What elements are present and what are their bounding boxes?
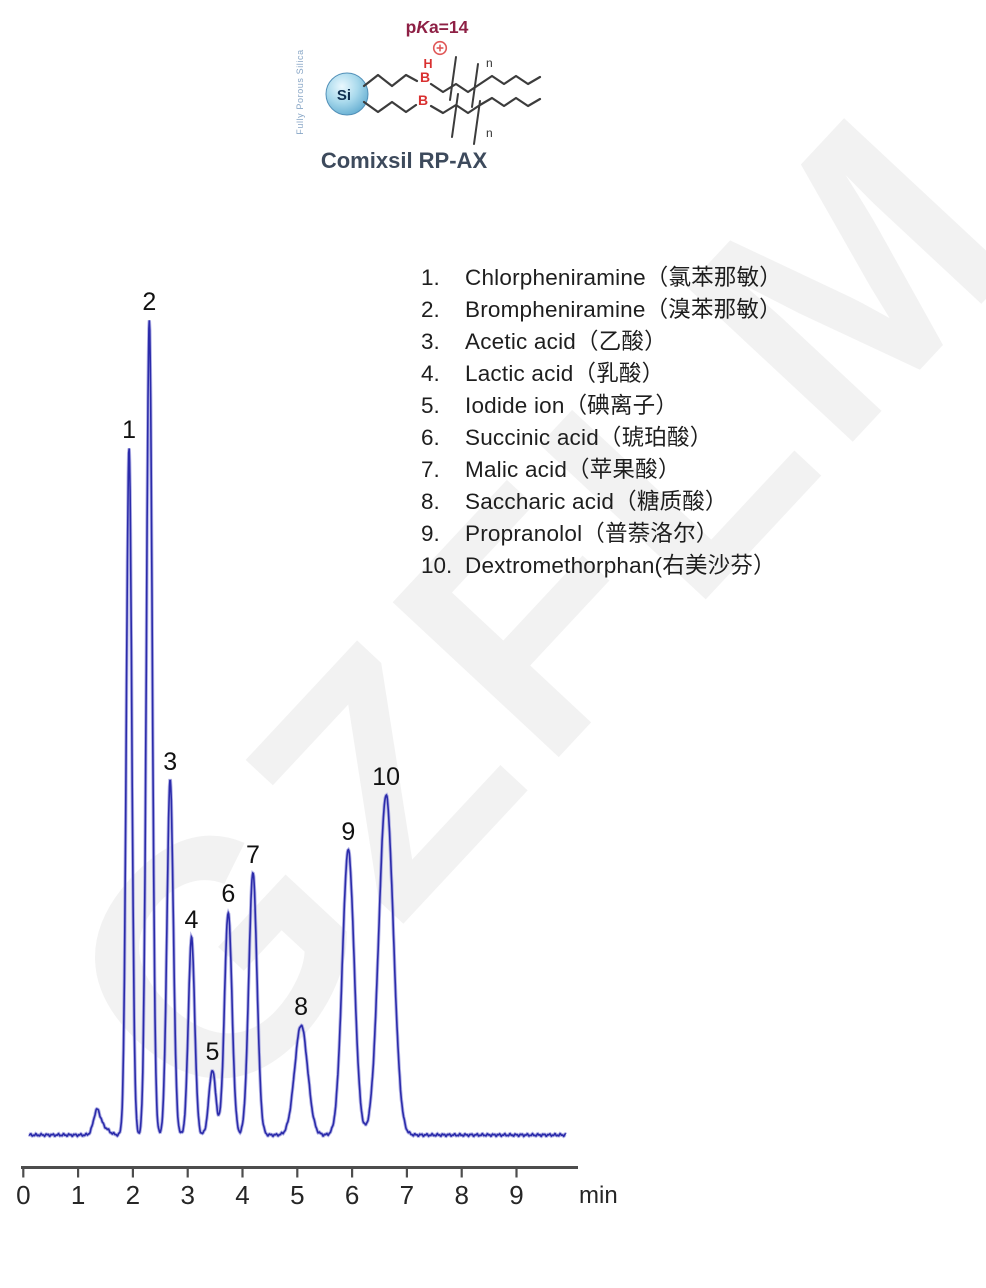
x-axis-unit-label: min <box>579 1182 618 1209</box>
x-tick-label: 1 <box>71 1180 85 1210</box>
atom-h: H <box>423 57 432 71</box>
legend-item-label: Lactic acid（乳酸） <box>465 361 665 386</box>
legend-item-number: 4. <box>421 361 440 386</box>
legend-item-label: Succinic acid（琥珀酸） <box>465 425 713 450</box>
peak-label: 7 <box>246 841 260 869</box>
peak-label: 1 <box>122 416 136 444</box>
positive-charge-icon <box>432 40 448 56</box>
atom-b-top: B <box>420 69 430 85</box>
peak-label: 8 <box>294 993 308 1021</box>
compound-legend: 1. Chlorpheniramine（氯苯那敏） 2. Brompheniramin… <box>421 262 782 582</box>
legend-item-label: Iodide ion（碘离子） <box>465 393 679 418</box>
peak-label: 4 <box>185 906 199 934</box>
stationary-phase-structure: pKa=14 Fully Porous Silica Si n n H B B … <box>295 17 542 173</box>
legend-item-number: 9. <box>421 521 440 546</box>
repeat-index-top: n <box>486 56 493 70</box>
repeat-index-bottom: n <box>486 126 493 140</box>
x-tick-label: 5 <box>290 1180 304 1210</box>
peak-label: 6 <box>221 880 235 908</box>
peak-label: 9 <box>341 818 355 846</box>
x-tick-label: 3 <box>180 1180 194 1210</box>
legend-item-label: Saccharic acid（糖质酸） <box>465 489 728 514</box>
legend-item: 10. Dextromethorphan(右美沙芬） <box>421 550 782 582</box>
legend-item-number: 6. <box>421 425 440 450</box>
x-tick-label: 7 <box>400 1180 414 1210</box>
x-tick-label: 2 <box>126 1180 140 1210</box>
legend-item-number: 1. <box>421 265 440 290</box>
legend-item-number: 10. <box>421 553 453 578</box>
legend-item-number: 3. <box>421 329 440 354</box>
legend-item: 7. Malic acid（苹果酸） <box>421 454 782 486</box>
legend-item-label: Malic acid（苹果酸） <box>465 457 681 482</box>
chromatogram-trace <box>28 320 567 1138</box>
legend-item: 5. Iodide ion（碘离子） <box>421 390 782 422</box>
atom-b-bottom: B <box>418 92 428 108</box>
x-tick-label: 9 <box>509 1180 523 1210</box>
peak-number-labels: 1 2 3 4 5 67 8 9 10 <box>122 288 400 1066</box>
legend-item: 8. Saccharic acid（糖质酸） <box>421 486 782 518</box>
legend-item: 2. Brompheniramine（溴苯那敏） <box>421 294 782 326</box>
pka-label: pKa=14 <box>406 17 469 37</box>
legend-item-number: 8. <box>421 489 440 514</box>
legend-item-number: 7. <box>421 457 440 482</box>
x-tick-label: 8 <box>454 1180 468 1210</box>
legend-item-label: Dextromethorphan(右美沙芬） <box>465 553 776 578</box>
legend-item-label: Chlorpheniramine（氯苯那敏） <box>465 265 782 290</box>
legend-item-label: Acetic acid（乙酸） <box>465 329 667 354</box>
legend-item-number: 5. <box>421 393 440 418</box>
alkyl-chains <box>362 73 542 115</box>
legend-item: 3. Acetic acid（乙酸） <box>421 326 782 358</box>
peak-label: 10 <box>372 763 400 791</box>
repeat-brackets <box>449 56 481 145</box>
legend-item-number: 2. <box>421 297 440 322</box>
legend-item: 6. Succinic acid（琥珀酸） <box>421 422 782 454</box>
legend-item-label: Brompheniramine（溴苯那敏） <box>465 297 782 322</box>
x-tick-label: 6 <box>345 1180 359 1210</box>
legend-item: 1. Chlorpheniramine（氯苯那敏） <box>421 262 782 294</box>
page: { "watermark_text": "GZFLM", "structure"… <box>0 17 986 1210</box>
peak-label: 2 <box>142 288 156 316</box>
x-tick-label: 4 <box>235 1180 249 1210</box>
peak-label: 5 <box>205 1038 219 1066</box>
x-axis: 0 1 2 3 4 5 6 7 8 9 min <box>16 1166 618 1210</box>
si-sphere <box>325 72 369 116</box>
legend-item: 9. Propranolol（普萘洛尔） <box>421 518 782 550</box>
legend-item: 4. Lactic acid（乳酸） <box>421 358 782 390</box>
legend-item-label: Propranolol（普萘洛尔） <box>465 521 719 546</box>
x-tick-label: 0 <box>16 1180 30 1210</box>
silica-note: Fully Porous Silica <box>295 49 305 134</box>
peak-label: 3 <box>163 748 177 776</box>
column-title: Comixsil RP-AX <box>321 148 488 173</box>
si-sphere-label: Si <box>337 87 351 104</box>
